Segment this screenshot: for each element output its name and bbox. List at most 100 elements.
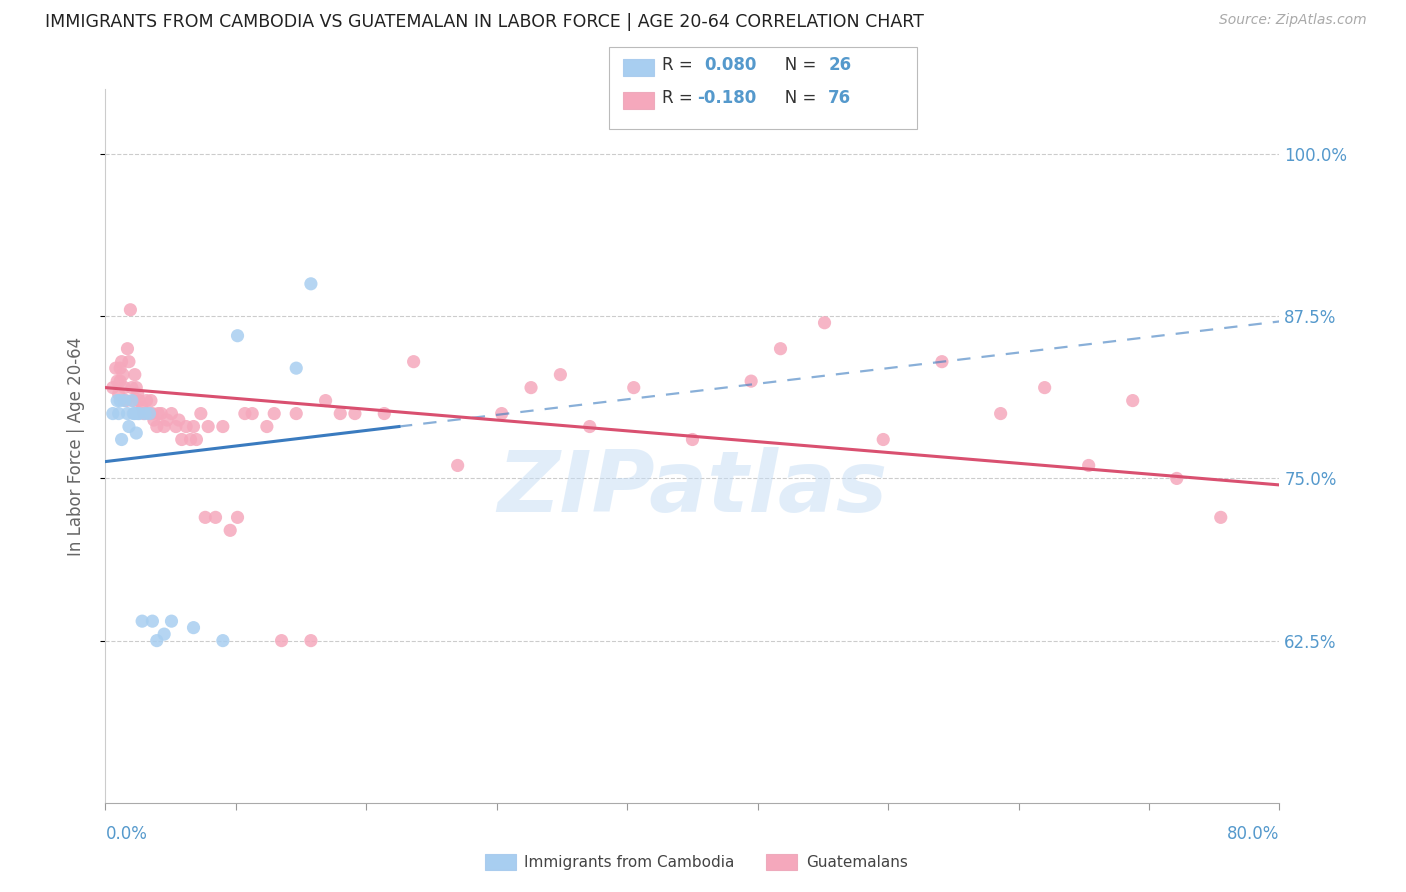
Point bbox=[153, 419, 176, 434]
Point bbox=[127, 387, 149, 401]
Point bbox=[270, 633, 292, 648]
Point bbox=[373, 407, 395, 421]
Point bbox=[299, 633, 322, 648]
Text: Source: ZipAtlas.com: Source: ZipAtlas.com bbox=[1219, 13, 1367, 28]
Point bbox=[122, 393, 145, 408]
Point bbox=[141, 614, 163, 628]
Point bbox=[148, 407, 170, 421]
Point bbox=[233, 407, 256, 421]
Text: N =: N = bbox=[769, 89, 821, 107]
Point bbox=[550, 368, 572, 382]
Text: R =: R = bbox=[662, 56, 703, 74]
Point bbox=[117, 342, 139, 356]
Point bbox=[990, 407, 1012, 421]
Text: Immigrants from Cambodia: Immigrants from Cambodia bbox=[524, 855, 735, 871]
Point bbox=[125, 425, 148, 440]
Text: 76: 76 bbox=[828, 89, 851, 107]
Point bbox=[128, 393, 150, 408]
Point bbox=[219, 524, 242, 538]
Point bbox=[190, 407, 212, 421]
Point bbox=[226, 510, 249, 524]
Point bbox=[204, 510, 226, 524]
Point bbox=[150, 407, 173, 421]
Text: 0.080: 0.080 bbox=[704, 56, 756, 74]
Point bbox=[128, 407, 150, 421]
Point bbox=[110, 433, 132, 447]
Point bbox=[402, 354, 425, 368]
Point bbox=[131, 614, 153, 628]
Point bbox=[682, 433, 704, 447]
Point bbox=[107, 387, 129, 401]
Text: -0.180: -0.180 bbox=[697, 89, 756, 107]
Point bbox=[112, 368, 135, 382]
Point bbox=[118, 354, 141, 368]
Point bbox=[105, 393, 128, 408]
Point bbox=[121, 393, 143, 408]
Point bbox=[160, 614, 183, 628]
Point bbox=[872, 433, 894, 447]
Text: ZIPatlas: ZIPatlas bbox=[498, 447, 887, 531]
Point bbox=[124, 407, 146, 421]
Point bbox=[180, 433, 202, 447]
Point bbox=[108, 361, 131, 376]
Point bbox=[446, 458, 468, 473]
Point bbox=[167, 413, 190, 427]
Point bbox=[132, 407, 155, 421]
Point bbox=[299, 277, 322, 291]
Point bbox=[769, 342, 792, 356]
Point bbox=[520, 381, 543, 395]
Point bbox=[285, 361, 308, 376]
Point bbox=[101, 381, 124, 395]
Point bbox=[211, 419, 233, 434]
Point bbox=[160, 407, 183, 421]
Point bbox=[226, 328, 249, 343]
Point bbox=[578, 419, 600, 434]
Point bbox=[139, 393, 162, 408]
Point bbox=[141, 407, 163, 421]
Text: 80.0%: 80.0% bbox=[1227, 825, 1279, 843]
Point bbox=[118, 419, 141, 434]
Point bbox=[124, 368, 146, 382]
Point bbox=[491, 407, 513, 421]
Point bbox=[1077, 458, 1099, 473]
Point bbox=[142, 413, 165, 427]
Point bbox=[1209, 510, 1232, 524]
Point bbox=[183, 621, 205, 635]
Text: 0.0%: 0.0% bbox=[105, 825, 148, 843]
Point bbox=[186, 433, 208, 447]
Text: Guatemalans: Guatemalans bbox=[806, 855, 907, 871]
Point bbox=[131, 400, 153, 414]
Point bbox=[114, 381, 136, 395]
Text: IMMIGRANTS FROM CAMBODIA VS GUATEMALAN IN LABOR FORCE | AGE 20-64 CORRELATION CH: IMMIGRANTS FROM CAMBODIA VS GUATEMALAN I… bbox=[45, 13, 924, 31]
Point bbox=[134, 407, 156, 421]
Point bbox=[197, 419, 219, 434]
Point bbox=[170, 433, 193, 447]
Text: N =: N = bbox=[769, 56, 821, 74]
Point bbox=[114, 393, 136, 408]
Point bbox=[263, 407, 285, 421]
Point bbox=[740, 374, 762, 388]
Point bbox=[122, 407, 145, 421]
Point bbox=[329, 407, 352, 421]
Text: R =: R = bbox=[662, 89, 699, 107]
Point bbox=[1033, 381, 1056, 395]
Point bbox=[110, 354, 132, 368]
Point bbox=[285, 407, 308, 421]
Point bbox=[108, 374, 131, 388]
Point bbox=[146, 633, 169, 648]
Point bbox=[146, 419, 169, 434]
Point bbox=[135, 393, 157, 408]
Point bbox=[107, 407, 129, 421]
Point bbox=[1122, 393, 1144, 408]
Point bbox=[121, 381, 143, 395]
Point bbox=[194, 510, 217, 524]
Point bbox=[343, 407, 366, 421]
Point bbox=[165, 419, 187, 434]
Point bbox=[101, 407, 124, 421]
Point bbox=[104, 361, 127, 376]
Point bbox=[153, 627, 176, 641]
Point bbox=[105, 374, 128, 388]
Point bbox=[117, 407, 139, 421]
Text: 26: 26 bbox=[828, 56, 851, 74]
Point bbox=[138, 407, 160, 421]
